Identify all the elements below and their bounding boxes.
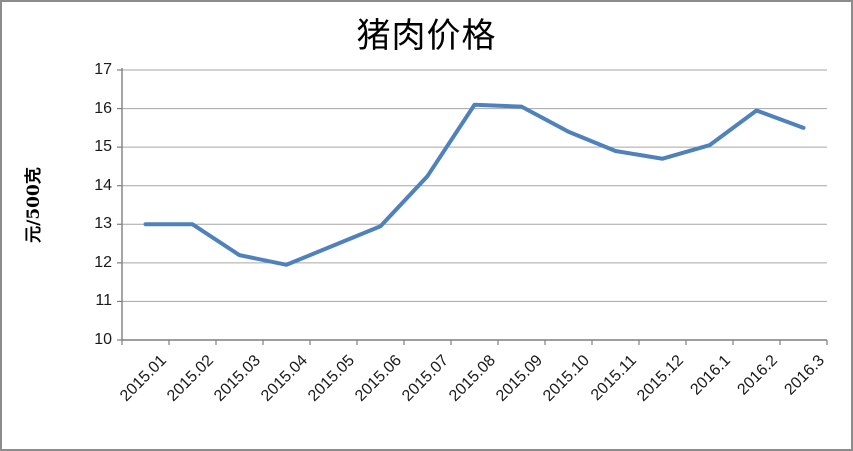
y-tick-label: 12 — [94, 253, 112, 271]
y-tick-label: 14 — [94, 176, 112, 194]
y-tick-label: 15 — [94, 138, 112, 156]
y-tick-label: 16 — [94, 99, 112, 117]
chart-title: 猪肉价格 — [356, 16, 497, 56]
y-tick-label: 17 — [94, 61, 112, 78]
price-line-series — [143, 102, 806, 267]
y-tick-label: 10 — [94, 331, 112, 348]
y-tick-label: 13 — [94, 215, 112, 233]
y-tick-label: 11 — [95, 292, 112, 310]
